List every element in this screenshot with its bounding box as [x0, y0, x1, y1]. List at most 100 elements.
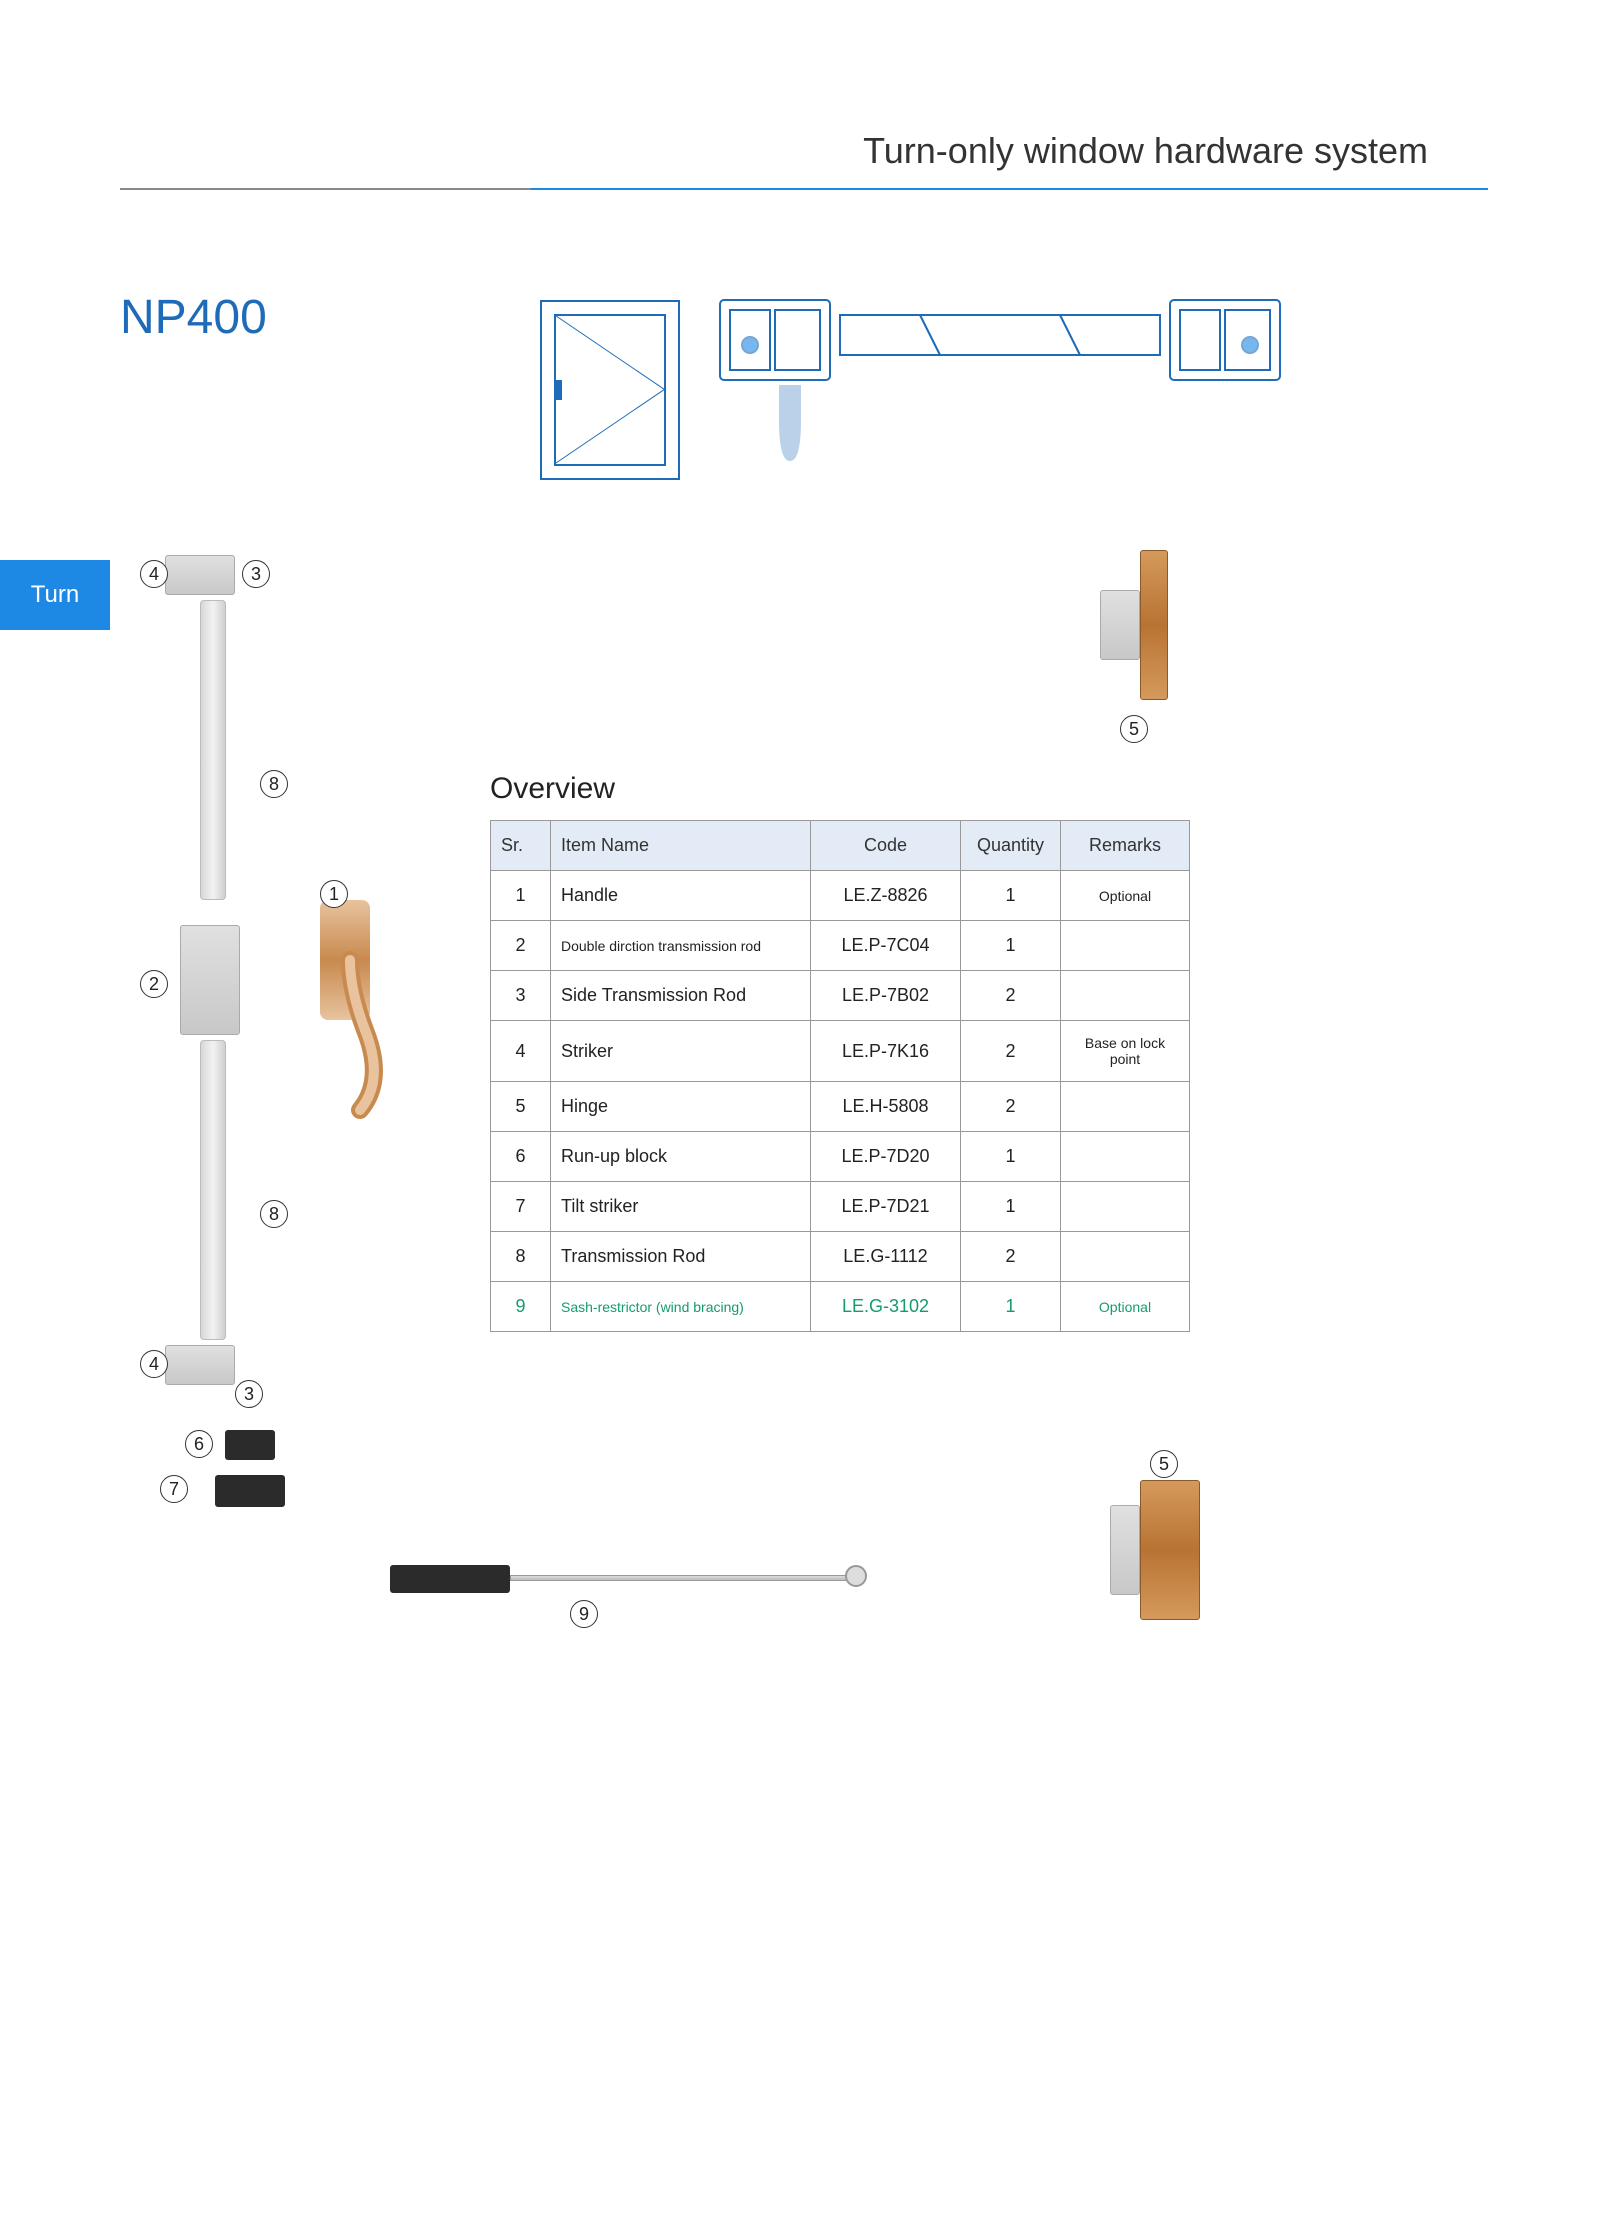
- cell-item: Tilt striker: [551, 1182, 811, 1232]
- cell-item: Double dirction transmission rod: [551, 921, 811, 971]
- hinge-plate: [1100, 590, 1140, 660]
- header-title: Turn-only window hardware system: [863, 130, 1428, 172]
- profile-cross-section: [710, 290, 1290, 490]
- callout-5-bottom: 5: [1150, 1450, 1178, 1478]
- model-number: NP400: [120, 290, 267, 345]
- cell-sr: 9: [491, 1282, 551, 1332]
- cell-item: Side Transmission Rod: [551, 971, 811, 1021]
- cell-sr: 7: [491, 1182, 551, 1232]
- callout-3-bottom: 3: [235, 1380, 263, 1408]
- cell-remarks: [1061, 1232, 1190, 1282]
- cell-item: Sash-restrictor (wind bracing): [551, 1282, 811, 1332]
- header-rule: [120, 188, 1488, 190]
- cell-item: Handle: [551, 871, 811, 921]
- callout-2: 2: [140, 970, 168, 998]
- cell-qty: 1: [961, 1132, 1061, 1182]
- cell-qty: 2: [961, 1232, 1061, 1282]
- hinge-barrel-bottom: [1140, 1480, 1200, 1620]
- cell-code: LE.G-1112: [811, 1232, 961, 1282]
- cell-code: LE.H-5808: [811, 1082, 961, 1132]
- table-row: 1HandleLE.Z-88261Optional: [491, 871, 1190, 921]
- col-code: Code: [811, 821, 961, 871]
- cell-sr: 6: [491, 1132, 551, 1182]
- page: Turn-only window hardware system NP400 T…: [0, 0, 1608, 2229]
- cell-qty: 1: [961, 871, 1061, 921]
- callout-1: 1: [320, 880, 348, 908]
- table-row: 3Side Transmission RodLE.P-7B022: [491, 971, 1190, 1021]
- cell-remarks: Base on lock point: [1061, 1021, 1190, 1082]
- cell-qty: 2: [961, 971, 1061, 1021]
- cell-item: Striker: [551, 1021, 811, 1082]
- col-sr: Sr.: [491, 821, 551, 871]
- cell-remarks: [1061, 1182, 1190, 1232]
- cell-item: Hinge: [551, 1082, 811, 1132]
- transmission-rod-top: [200, 600, 226, 900]
- overview-heading: Overview: [490, 772, 615, 806]
- cell-code: LE.P-7B02: [811, 971, 961, 1021]
- cell-qty: 2: [961, 1082, 1061, 1132]
- callout-4-bottom: 4: [140, 1350, 168, 1378]
- table-row: 6Run-up blockLE.P-7D201: [491, 1132, 1190, 1182]
- cell-qty: 1: [961, 1182, 1061, 1232]
- callout-5-top: 5: [1120, 715, 1148, 743]
- cell-sr: 8: [491, 1232, 551, 1282]
- handle-lever: [330, 950, 410, 1130]
- callout-7: 7: [160, 1475, 188, 1503]
- cell-item: Run-up block: [551, 1132, 811, 1182]
- cell-code: LE.P-7D20: [811, 1132, 961, 1182]
- cell-remarks: [1061, 1082, 1190, 1132]
- cell-qty: 1: [961, 1282, 1061, 1332]
- cell-sr: 1: [491, 871, 551, 921]
- cell-code: LE.Z-8826: [811, 871, 961, 921]
- table-row: 4StrikerLE.P-7K162Base on lock point: [491, 1021, 1190, 1082]
- col-item: Item Name: [551, 821, 811, 871]
- cell-code: LE.P-7C04: [811, 921, 961, 971]
- restrictor-bar: [510, 1575, 850, 1581]
- center-lock-plate: [180, 925, 240, 1035]
- cell-item: Transmission Rod: [551, 1232, 811, 1282]
- cell-qty: 1: [961, 921, 1061, 971]
- top-striker: [165, 555, 235, 595]
- cell-code: LE.P-7D21: [811, 1182, 961, 1232]
- handle-assembly: [300, 900, 400, 1120]
- col-qty: Quantity: [961, 821, 1061, 871]
- callout-6: 6: [185, 1430, 213, 1458]
- cell-sr: 2: [491, 921, 551, 971]
- sash-restrictor: [390, 1565, 870, 1625]
- restrictor-end: [845, 1565, 867, 1587]
- cell-code: LE.G-3102: [811, 1282, 961, 1332]
- window-diagram: [540, 300, 680, 480]
- cell-code: LE.P-7K16: [811, 1021, 961, 1082]
- callout-9: 9: [570, 1600, 598, 1628]
- transmission-rod-bottom: [200, 1040, 226, 1340]
- cell-remarks: [1061, 971, 1190, 1021]
- cell-remarks: [1061, 1132, 1190, 1182]
- col-remarks: Remarks: [1061, 821, 1190, 871]
- table-row: 9Sash-restrictor (wind bracing)LE.G-3102…: [491, 1282, 1190, 1332]
- bottom-striker: [165, 1345, 235, 1385]
- callout-4-top: 4: [140, 560, 168, 588]
- callout-8-top: 8: [260, 770, 288, 798]
- table-header-row: Sr. Item Name Code Quantity Remarks: [491, 821, 1190, 871]
- overview-table: Sr. Item Name Code Quantity Remarks 1Han…: [490, 820, 1190, 1332]
- restrictor-housing: [390, 1565, 510, 1593]
- table-row: 5HingeLE.H-58082: [491, 1082, 1190, 1132]
- callout-3-top: 3: [242, 560, 270, 588]
- cell-qty: 2: [961, 1021, 1061, 1082]
- callout-8-bottom: 8: [260, 1200, 288, 1228]
- cell-remarks: Optional: [1061, 1282, 1190, 1332]
- window-diagonals: [542, 302, 678, 477]
- run-up-block: [225, 1430, 275, 1460]
- tilt-striker: [215, 1475, 285, 1507]
- table-row: 8Transmission RodLE.G-11122: [491, 1232, 1190, 1282]
- side-tab-turn: Turn: [0, 560, 110, 630]
- table-row: 2Double dirction transmission rodLE.P-7C…: [491, 921, 1190, 971]
- cell-sr: 3: [491, 971, 551, 1021]
- cell-sr: 4: [491, 1021, 551, 1082]
- hinge-plate-bottom: [1110, 1505, 1140, 1595]
- cell-remarks: Optional: [1061, 871, 1190, 921]
- hinge-barrel: [1140, 550, 1168, 700]
- cell-remarks: [1061, 921, 1190, 971]
- cell-sr: 5: [491, 1082, 551, 1132]
- table-row: 7Tilt strikerLE.P-7D211: [491, 1182, 1190, 1232]
